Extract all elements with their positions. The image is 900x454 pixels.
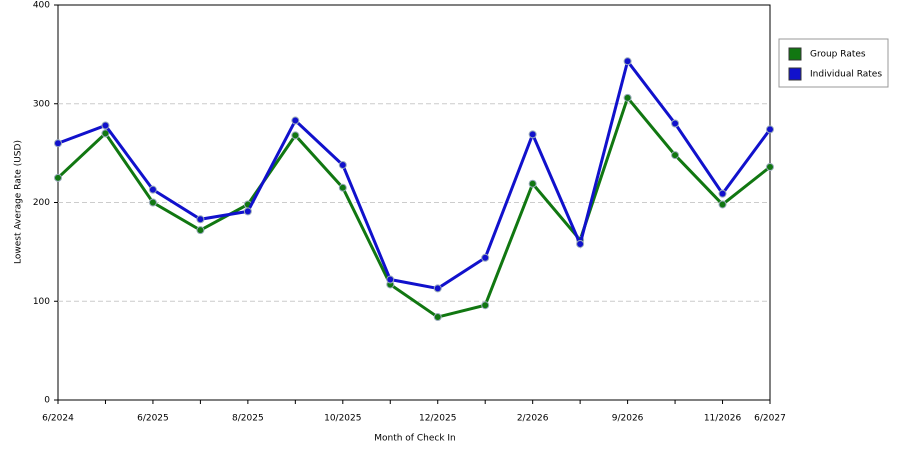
- y-tick-label: 400: [33, 1, 50, 11]
- data-point: [766, 162, 774, 171]
- data-point: [148, 198, 157, 207]
- data-point: [433, 284, 442, 293]
- x-tick-label: 8/2025: [232, 414, 264, 424]
- data-point: [101, 129, 110, 138]
- data-point: [338, 183, 347, 192]
- legend-swatch: [788, 67, 802, 81]
- data-point: [766, 125, 774, 134]
- x-tick-label: 2/2026: [517, 414, 549, 424]
- data-point: [481, 301, 490, 310]
- x-tick-label: 12/2025: [419, 414, 456, 424]
- y-tick-label: 100: [33, 297, 50, 307]
- x-tick-label: 6/2024: [42, 414, 74, 424]
- data-point: [576, 239, 585, 248]
- data-point: [481, 253, 490, 262]
- series-line: [57, 57, 772, 290]
- x-tick-label: 11/2026: [704, 414, 742, 424]
- data-point: [148, 185, 157, 194]
- x-tick-label: 6/2027: [754, 414, 786, 424]
- data-point: [623, 57, 632, 66]
- data-point: [623, 93, 632, 102]
- data-point: [196, 215, 205, 224]
- data-point: [386, 275, 395, 284]
- legend-label: Individual Rates: [810, 70, 882, 80]
- data-point: [101, 121, 110, 130]
- data-point: [718, 189, 727, 198]
- x-tick-label: 9/2026: [612, 414, 644, 424]
- data-point: [528, 179, 537, 188]
- data-point: [671, 151, 680, 160]
- data-point: [718, 200, 727, 209]
- data-point: [338, 160, 347, 169]
- legend-swatch: [788, 47, 802, 61]
- x-tick-label: 6/2025: [137, 414, 169, 424]
- data-point: [671, 119, 680, 128]
- x-axis-title: Month of Check In: [374, 434, 456, 444]
- data-point: [291, 116, 300, 125]
- legend-label: Group Rates: [810, 50, 866, 60]
- data-point: [433, 313, 442, 322]
- data-point: [54, 139, 62, 148]
- data-point: [243, 207, 252, 216]
- data-point: [528, 130, 537, 139]
- data-point: [291, 131, 300, 140]
- x-tick-label: 10/2025: [324, 414, 361, 424]
- y-axis-title: Lowest Average Rate (USD): [14, 140, 24, 264]
- y-tick-label: 0: [44, 396, 50, 406]
- y-tick-label: 300: [33, 99, 50, 109]
- y-tick-label: 200: [33, 198, 50, 208]
- data-point: [54, 173, 62, 182]
- series-line: [56, 94, 771, 319]
- data-point: [196, 226, 205, 235]
